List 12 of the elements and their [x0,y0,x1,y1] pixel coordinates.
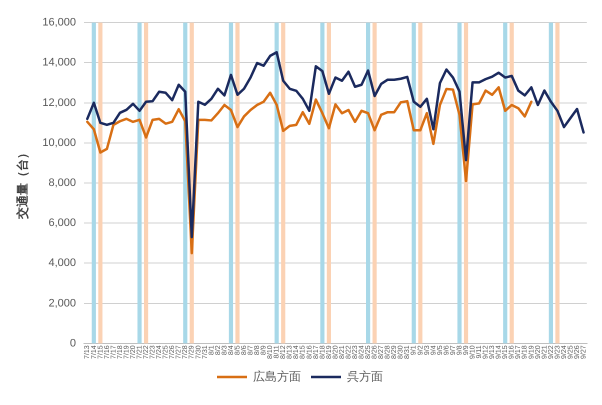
y-tick-label: 0 [70,337,76,350]
y-axis-title: 交通量（台） [16,146,30,220]
y-tick-label: 10,000 [42,136,76,149]
legend-label: 広島方面 [253,369,301,384]
y-tick-label: 4,000 [48,257,76,270]
legend-label: 呉方面 [347,369,383,384]
y-tick-label: 2,000 [48,297,76,310]
y-tick-label: 6,000 [48,217,76,230]
y-tick-label: 14,000 [42,56,76,69]
y-tick-label: 12,000 [42,96,76,109]
y-tick-label: 8,000 [48,177,76,190]
y-tick-label: 16,000 [42,16,76,29]
